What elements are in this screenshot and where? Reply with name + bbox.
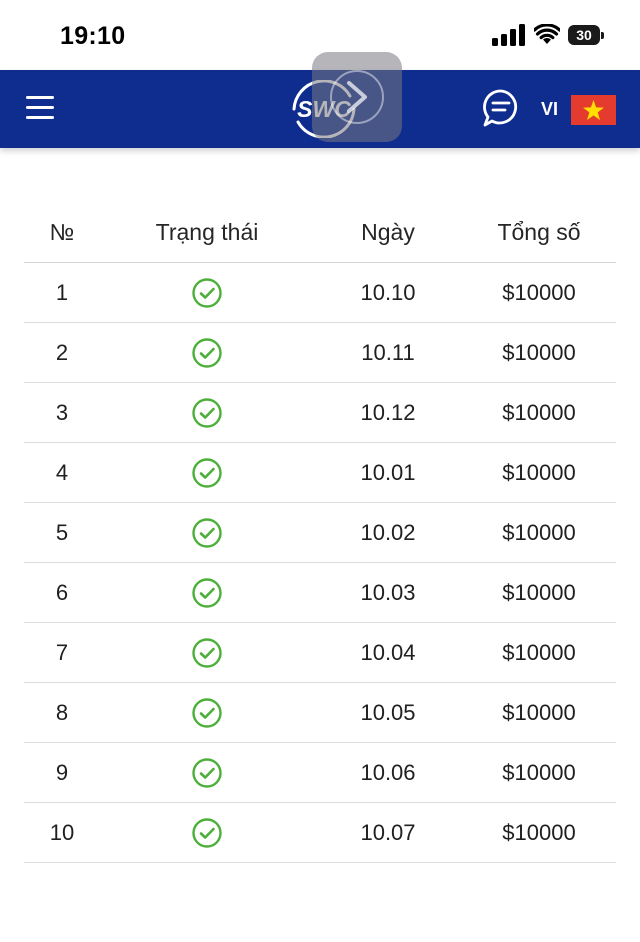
row-number: 10 (49, 819, 75, 845)
row-date: 10.12 (360, 399, 416, 425)
column-header-no: № (49, 218, 75, 245)
star-icon (583, 100, 604, 120)
menu-icon-line (26, 96, 54, 99)
check-circle-icon (192, 517, 222, 548)
row-status (100, 337, 314, 369)
chat-icon[interactable] (482, 88, 520, 128)
chevron-right-icon (330, 70, 384, 124)
wifi-icon (534, 24, 560, 44)
row-number: 1 (55, 279, 69, 305)
row-status (100, 637, 314, 669)
column-header-total: Tổng số (497, 218, 581, 245)
row-total: $10000 (502, 579, 576, 605)
row-number: 6 (55, 579, 69, 605)
row-date: 10.05 (360, 699, 416, 725)
status-time: 19:10 (60, 22, 126, 50)
table-row: 10 10.07 $10000 (24, 803, 616, 863)
row-total: $10000 (502, 399, 576, 425)
floating-forward-button[interactable] (312, 52, 402, 142)
row-date: 10.01 (360, 459, 416, 485)
row-status (100, 277, 314, 309)
table-body: 1 10.10 $10000 2 10.11 $10000 3 10.12 $10000 4 10.… (24, 263, 616, 863)
check-circle-icon (192, 697, 222, 728)
table-row: 8 10.05 $10000 (24, 683, 616, 743)
table-row: 1 10.10 $10000 (24, 263, 616, 323)
row-total: $10000 (502, 519, 576, 545)
column-header-date: Ngày (361, 218, 415, 245)
check-circle-icon (192, 337, 222, 368)
menu-icon-line (26, 116, 54, 119)
row-number: 8 (55, 699, 69, 725)
battery-icon: 30 (568, 25, 604, 45)
table-row: 4 10.01 $10000 (24, 443, 616, 503)
table-row: 5 10.02 $10000 (24, 503, 616, 563)
row-number: 2 (55, 339, 69, 365)
check-circle-icon (192, 817, 222, 848)
row-number: 7 (55, 639, 69, 665)
row-date: 10.02 (360, 519, 416, 545)
language-label[interactable]: VI (541, 99, 559, 119)
check-circle-icon (192, 637, 222, 668)
check-circle-icon (192, 277, 222, 308)
row-total: $10000 (502, 639, 576, 665)
row-total: $10000 (502, 459, 576, 485)
row-status (100, 817, 314, 849)
signal-icon (492, 24, 525, 46)
row-status (100, 397, 314, 429)
row-number: 9 (55, 759, 69, 785)
status-icons: 30 (492, 24, 604, 46)
table-row: 7 10.04 $10000 (24, 623, 616, 683)
row-date: 10.11 (361, 339, 415, 365)
row-total: $10000 (502, 279, 576, 305)
row-status (100, 697, 314, 729)
row-status (100, 457, 314, 489)
table-row: 2 10.11 $10000 (24, 323, 616, 383)
row-number: 5 (55, 519, 69, 545)
check-circle-icon (192, 397, 222, 428)
row-date: 10.04 (360, 639, 416, 665)
table-row: 6 10.03 $10000 (24, 563, 616, 623)
check-circle-icon (192, 577, 222, 608)
row-date: 10.03 (360, 579, 416, 605)
row-total: $10000 (502, 759, 576, 785)
row-number: 3 (55, 399, 69, 425)
row-status (100, 577, 314, 609)
menu-button[interactable] (26, 96, 56, 122)
vietnam-flag-icon[interactable] (571, 95, 616, 125)
transactions-table: № Trạng thái Ngày Tổng số 1 10.10 $10000 2 1… (24, 202, 616, 863)
row-status (100, 757, 314, 789)
check-circle-icon (192, 457, 222, 488)
row-date: 10.10 (360, 279, 416, 305)
row-status (100, 517, 314, 549)
table-row: 9 10.06 $10000 (24, 743, 616, 803)
row-total: $10000 (502, 819, 576, 845)
row-date: 10.06 (360, 759, 416, 785)
row-total: $10000 (502, 699, 576, 725)
table-row: 3 10.12 $10000 (24, 383, 616, 443)
check-circle-icon (192, 757, 222, 788)
column-header-status: Trạng thái (155, 218, 259, 245)
row-date: 10.07 (360, 819, 416, 845)
row-number: 4 (55, 459, 69, 485)
table-header-row: № Trạng thái Ngày Tổng số (24, 202, 616, 263)
row-total: $10000 (502, 339, 576, 365)
menu-icon-line (26, 106, 54, 109)
